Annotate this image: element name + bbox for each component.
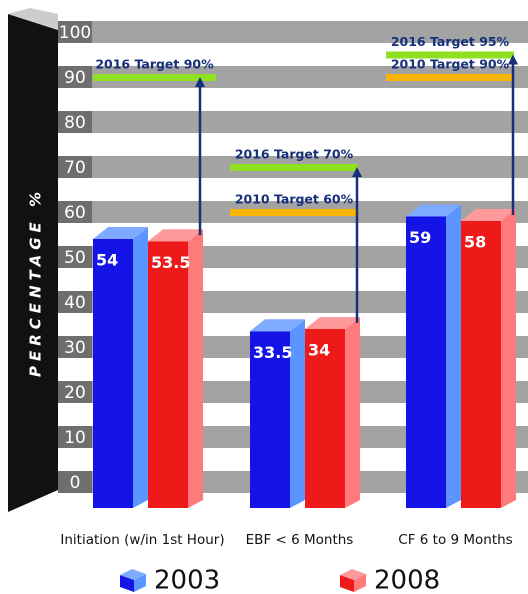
y-tick-label: 0: [70, 473, 81, 493]
target-line: [386, 74, 514, 81]
grid-band: [58, 111, 528, 133]
grid-band: [58, 21, 528, 43]
grid-band: [58, 66, 528, 88]
bar-top: [93, 227, 148, 239]
y-tick-label: 80: [64, 113, 86, 133]
value-label: 58: [464, 233, 486, 252]
tick-box: [58, 381, 92, 403]
arrow-head: [508, 54, 518, 65]
y-tick-label: 40: [64, 293, 86, 313]
bar: [406, 216, 446, 508]
y-tick-label: 60: [64, 203, 86, 223]
tick-box: [58, 471, 92, 493]
tick-box: [58, 66, 92, 88]
y-axis-label: PERCENTAGE %: [27, 187, 45, 377]
y-tick-label: 20: [64, 383, 86, 403]
arrow-head: [352, 167, 362, 177]
value-label: 33.5: [253, 343, 292, 362]
bar-side: [188, 229, 203, 508]
bar: [148, 241, 188, 508]
y-tick-label: 90: [64, 68, 86, 88]
target-label: 2010 Target 60%: [235, 192, 354, 207]
tick-box: [58, 156, 92, 178]
y-tick-label: 70: [64, 158, 86, 178]
tick-box: [58, 201, 92, 223]
value-label: 34: [308, 341, 330, 360]
target-line: [93, 74, 216, 81]
y-tick-label: 50: [64, 248, 86, 268]
x-tick-label: Initiation (w/in 1st Hour): [60, 532, 224, 548]
tick-box: [58, 21, 92, 43]
bar: [305, 329, 345, 508]
tick-box: [58, 291, 92, 313]
legend-swatch-front: [340, 575, 354, 592]
value-label: 54: [96, 251, 118, 270]
target-line: [230, 209, 358, 216]
bar: [93, 239, 133, 508]
axis-wall-top: [8, 8, 58, 30]
y-tick-label: 10: [64, 428, 86, 448]
target-label: 2016 Target 95%: [391, 34, 510, 49]
x-tick-label: EBF < 6 Months: [246, 532, 354, 548]
bar-top: [148, 229, 203, 242]
y-tick-label: 100: [59, 23, 91, 43]
arrow-head: [195, 77, 205, 87]
legend-swatch-top: [340, 569, 366, 580]
tick-box: [58, 111, 92, 133]
bar-top: [406, 204, 461, 217]
target-label: 2010 Target 90%: [391, 57, 510, 72]
target-line: [230, 164, 358, 171]
bar-top: [461, 209, 516, 221]
y-tick-label: 30: [64, 338, 86, 358]
bar: [250, 331, 290, 508]
bar-side: [133, 227, 148, 508]
value-label: 59: [409, 228, 431, 247]
tick-box: [58, 426, 92, 448]
bar-top: [305, 317, 360, 329]
bar-side: [446, 204, 461, 508]
legend-swatch-top: [120, 569, 146, 580]
x-tick-label: CF 6 to 9 Months: [398, 532, 512, 548]
bar-top: [250, 319, 305, 332]
target-line: [386, 51, 514, 59]
tick-box: [58, 246, 92, 268]
bar-side: [345, 317, 360, 508]
value-label: 53.5: [151, 253, 190, 272]
legend-swatch-front: [120, 575, 134, 592]
legend-label: 2003: [154, 566, 220, 594]
bar-side: [290, 319, 305, 508]
bar: [461, 221, 501, 508]
axis-wall: [8, 14, 58, 512]
bar-side: [501, 209, 516, 508]
tick-box: [58, 336, 92, 358]
target-label: 2016 Target 90%: [95, 57, 214, 72]
legend-label: 2008: [374, 566, 440, 594]
target-label: 2016 Target 70%: [235, 147, 354, 162]
